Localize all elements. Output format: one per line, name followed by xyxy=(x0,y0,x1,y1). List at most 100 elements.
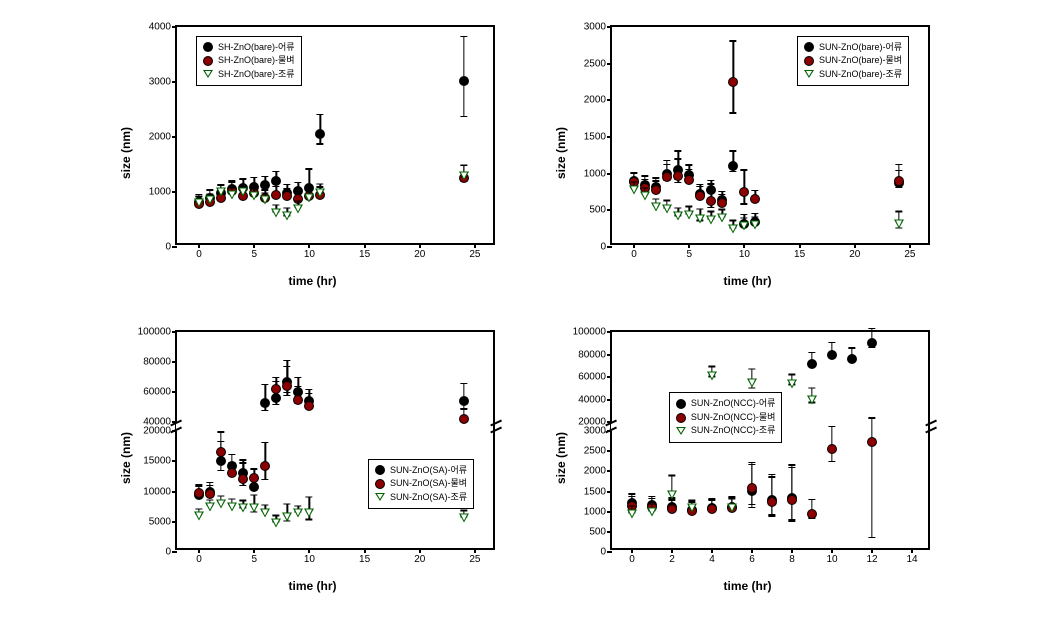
y-axis-label: size (nm) xyxy=(554,126,568,178)
data-point xyxy=(260,398,270,408)
legend-label: SUN-ZnO(NCC)-어류 xyxy=(691,397,776,411)
data-point xyxy=(238,504,248,513)
data-point xyxy=(707,504,717,514)
data-point xyxy=(687,504,697,513)
data-point xyxy=(194,511,204,520)
x-tick-label: 25 xyxy=(469,243,480,260)
chart-panel-tr: size (nm)time (hr)0500100015002000250030… xyxy=(555,15,940,290)
x-axis-label: time (hr) xyxy=(724,579,772,593)
y-tick-label: 1000 xyxy=(584,168,612,179)
data-point xyxy=(807,395,817,404)
data-point xyxy=(205,196,215,205)
data-point xyxy=(293,395,303,405)
legend: SUN-ZnO(SA)-어류SUN-ZnO(SA)-물벼SUN-ZnO(SA)-… xyxy=(368,459,474,510)
y-tick-label: 500 xyxy=(589,526,612,537)
legend-label: SUN-ZnO(NCC)-조류 xyxy=(691,424,776,438)
y-tick-label: 10000 xyxy=(143,486,177,497)
data-point xyxy=(739,187,749,197)
y-tick-label: 2500 xyxy=(584,446,612,457)
chart-panel-bl: size (nm)time (hr)0500010000150002000040… xyxy=(120,320,505,595)
x-tick-label: 0 xyxy=(196,243,202,260)
y-tick-label: 60000 xyxy=(143,387,177,398)
data-point xyxy=(728,77,738,87)
data-point xyxy=(249,473,259,483)
x-tick-label: 15 xyxy=(359,243,370,260)
data-point xyxy=(647,507,657,516)
x-tick-label: 25 xyxy=(904,243,915,260)
data-point xyxy=(767,497,777,507)
x-tick-label: 25 xyxy=(469,548,480,565)
data-point xyxy=(807,509,817,519)
data-point xyxy=(717,198,727,208)
x-tick-label: 0 xyxy=(629,548,635,565)
data-point xyxy=(459,396,469,406)
data-point xyxy=(271,190,281,200)
y-tick-label: 20000 xyxy=(578,417,612,428)
data-point xyxy=(293,509,303,518)
data-point xyxy=(282,191,292,201)
y-tick-label: 3000 xyxy=(584,22,612,33)
y-axis-label: size (nm) xyxy=(119,431,133,483)
data-point xyxy=(667,490,677,499)
data-point xyxy=(459,171,469,180)
data-point xyxy=(304,193,314,202)
y-tick-label: 0 xyxy=(165,547,177,558)
data-point xyxy=(684,210,694,219)
data-point xyxy=(750,194,760,204)
legend-item: SUN-ZnO(SA)-조류 xyxy=(375,491,467,505)
data-point xyxy=(684,175,694,185)
data-point xyxy=(260,461,270,471)
data-point xyxy=(662,204,672,213)
legend: SUN-ZnO(NCC)-어류SUN-ZnO(NCC)-물벼SUN-ZnO(NC… xyxy=(669,392,783,443)
data-point xyxy=(717,213,727,222)
data-point xyxy=(706,196,716,206)
legend-label: SUN-ZnO(SA)-조류 xyxy=(390,491,467,505)
legend-label: SUN-ZnO(SA)-물벼 xyxy=(390,477,467,491)
data-point xyxy=(249,503,259,512)
x-axis-label: time (hr) xyxy=(289,274,337,288)
data-point xyxy=(867,437,877,447)
data-point xyxy=(227,468,237,478)
legend-item: SUN-ZnO(bare)-물벼 xyxy=(804,54,902,68)
data-point xyxy=(787,379,797,388)
x-tick-label: 20 xyxy=(414,243,425,260)
data-point xyxy=(216,188,226,197)
data-point xyxy=(227,502,237,511)
legend-item: SUN-ZnO(SA)-어류 xyxy=(375,464,467,478)
data-point xyxy=(205,502,215,511)
chart-panel-tl: size (nm)time (hr)0100020003000400005101… xyxy=(120,15,505,290)
data-point xyxy=(651,185,661,195)
x-tick-label: 5 xyxy=(686,243,692,260)
legend: SUN-ZnO(bare)-어류SUN-ZnO(bare)-물벼SUN-ZnO(… xyxy=(797,36,909,87)
x-tick-label: 15 xyxy=(359,548,370,565)
plot-area: 0500100015002000250030002000040000600008… xyxy=(610,330,930,550)
data-point xyxy=(282,512,292,521)
legend-item: SH-ZnO(bare)-어류 xyxy=(203,41,295,55)
x-tick-label: 10 xyxy=(304,548,315,565)
y-tick-label: 500 xyxy=(589,205,612,216)
data-point xyxy=(194,488,204,498)
data-point xyxy=(271,393,281,403)
data-point xyxy=(194,199,204,208)
data-point xyxy=(651,202,661,211)
data-point xyxy=(747,483,757,493)
data-point xyxy=(894,176,904,186)
legend-item: SUN-ZnO(bare)-조류 xyxy=(804,68,902,82)
x-tick-label: 20 xyxy=(414,548,425,565)
x-tick-label: 12 xyxy=(866,548,877,565)
y-tick-label: 2000 xyxy=(584,95,612,106)
data-point xyxy=(787,495,797,505)
plot-area: 0500100015002000250030000510152025SUN-Zn… xyxy=(610,25,930,245)
data-point xyxy=(260,196,270,205)
data-point xyxy=(662,172,672,182)
data-point xyxy=(459,514,469,523)
y-tick-label: 2000 xyxy=(149,132,177,143)
chart-panel-br: size (nm)time (hr)0500100015002000250030… xyxy=(555,320,940,595)
data-point xyxy=(629,185,639,194)
data-point xyxy=(627,509,637,518)
y-tick-label: 4000 xyxy=(149,22,177,33)
legend-label: SUN-ZnO(SA)-어류 xyxy=(390,464,467,478)
y-tick-label: 100000 xyxy=(573,327,612,338)
legend: SH-ZnO(bare)-어류SH-ZnO(bare)-물벼SH-ZnO(bar… xyxy=(196,36,302,87)
data-point xyxy=(459,414,469,424)
